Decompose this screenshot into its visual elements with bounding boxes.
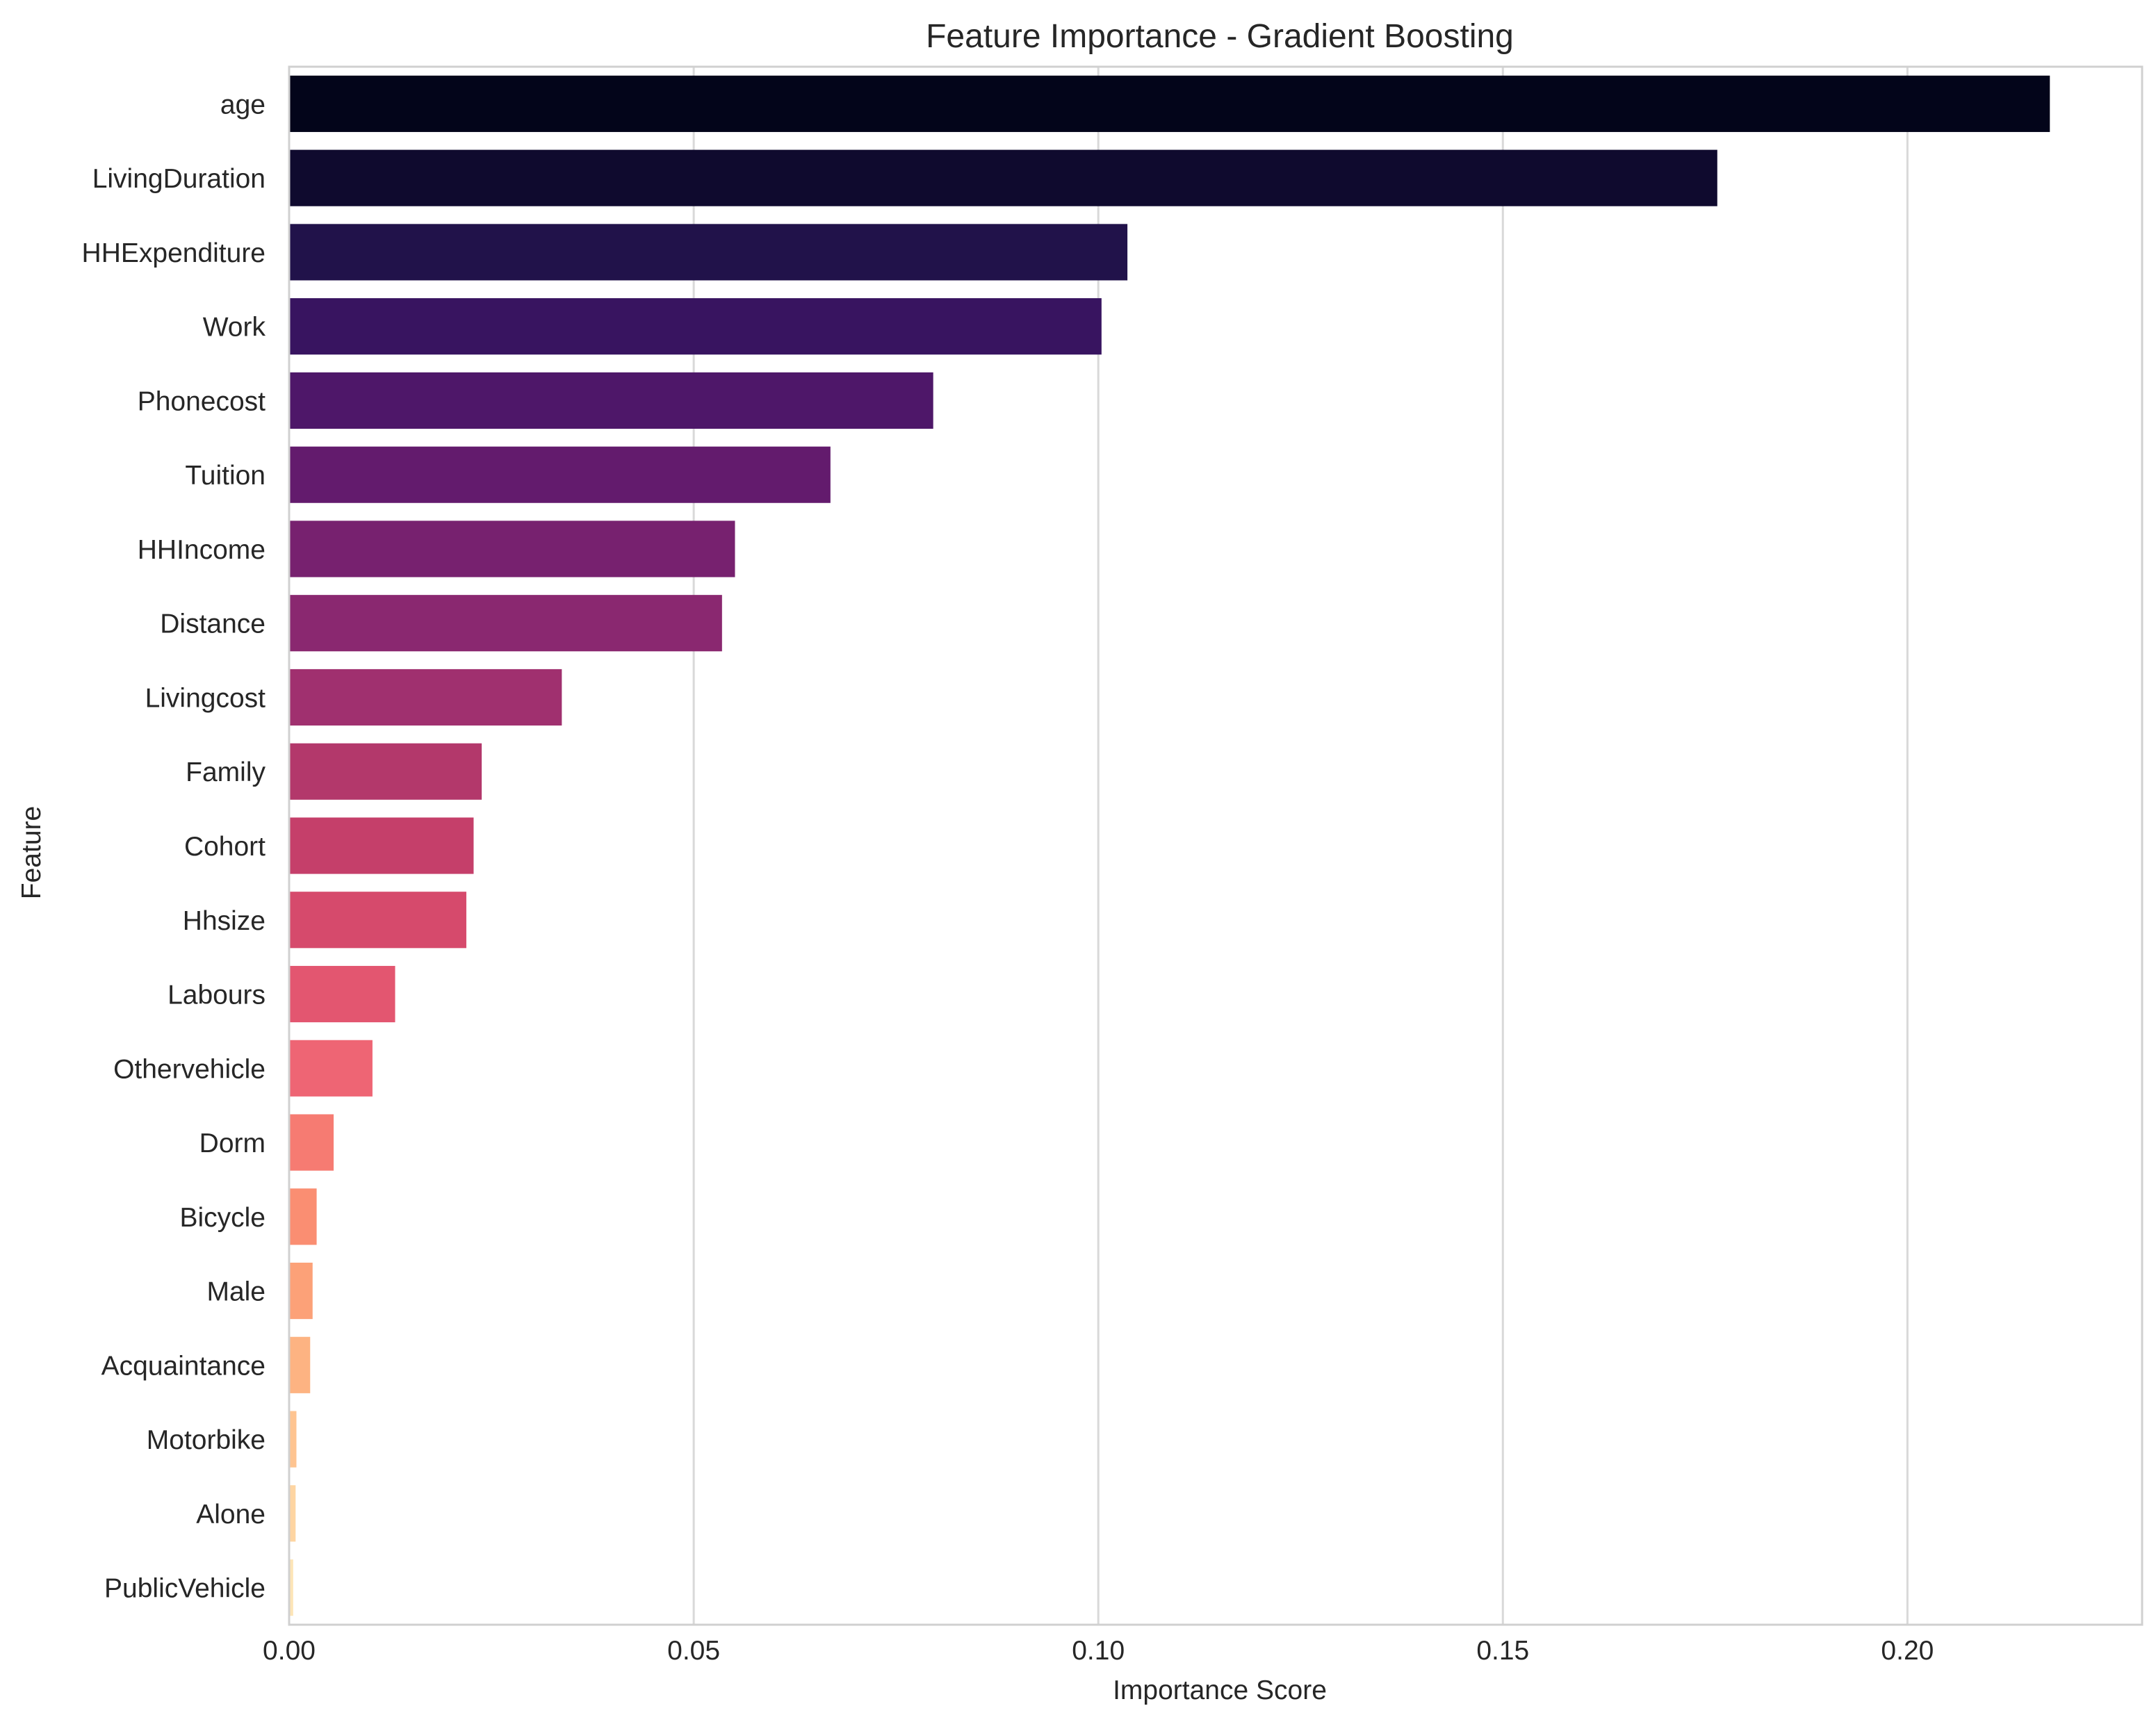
y-tick-label: PublicVehicle [104,1574,266,1604]
bar-hhincome [289,520,735,577]
x-tick-label: 0.05 [667,1636,720,1666]
bar-livingcost [289,669,562,726]
y-tick-label: Distance [160,609,266,639]
x-tick-label: 0.20 [1881,1636,1934,1666]
y-tick-label: Bicycle [179,1203,266,1233]
bar-bicycle [289,1188,317,1245]
bar-labours [289,965,395,1023]
y-tick-label: Hhsize [183,906,266,936]
chart-title: Feature Importance - Gradient Boosting [926,18,1514,55]
x-tick-label: 0.00 [263,1636,316,1666]
y-tick-label: Tuition [185,461,266,491]
y-tick-label: HHExpenditure [82,238,266,268]
y-tick-label: Family [186,757,266,787]
y-tick-label: Labours [168,981,266,1010]
bar-distance [289,595,722,652]
y-tick-label: Motorbike [147,1425,266,1455]
bar-hhsize [289,892,466,949]
bar-acquaintance [289,1336,311,1393]
y-tick-label: Phonecost [138,386,266,416]
bar-family [289,743,482,800]
plot-frame [288,65,2143,1626]
bar-phonecost [289,372,933,429]
x-tick-label: 0.15 [1476,1636,1529,1666]
bar-hhexpenditure [289,224,1128,281]
y-tick-label: LivingDuration [92,164,266,194]
y-tick-label: Alone [196,1500,266,1530]
y-axis-label: Feature [17,806,47,899]
x-tick-label: 0.10 [1072,1636,1125,1666]
bar-publicvehicle [289,1559,293,1616]
y-tick-label: Dorm [199,1129,266,1158]
x-axis-label: Importance Score [1113,1675,1327,1705]
bar-livingduration [289,149,1717,206]
bar-othervehicle [289,1040,373,1097]
bar-work [289,298,1102,355]
bar-motorbike [289,1411,297,1468]
y-tick-labels: age LivingDuration HHExpenditure Work Phonec… [82,90,266,1603]
y-tick-label: Acquaintance [101,1351,266,1381]
y-tick-label: Cohort [184,832,266,862]
bar-tuition [289,446,831,503]
y-tick-label: age [220,90,266,120]
y-tick-label: Work [203,313,266,343]
y-tick-label: Othervehicle [113,1054,266,1084]
bar-male [289,1263,313,1320]
bar-dorm [289,1114,334,1171]
y-tick-label: HHIncome [138,535,266,565]
bar-age [289,75,2050,132]
bar-alone [289,1485,296,1542]
bar-cohort [289,817,474,874]
y-tick-label: Livingcost [145,683,266,713]
x-tick-labels: 0.00 0.05 0.10 0.15 0.20 [263,1636,1934,1666]
y-tick-label: Male [206,1277,266,1307]
bars [289,75,2050,1616]
